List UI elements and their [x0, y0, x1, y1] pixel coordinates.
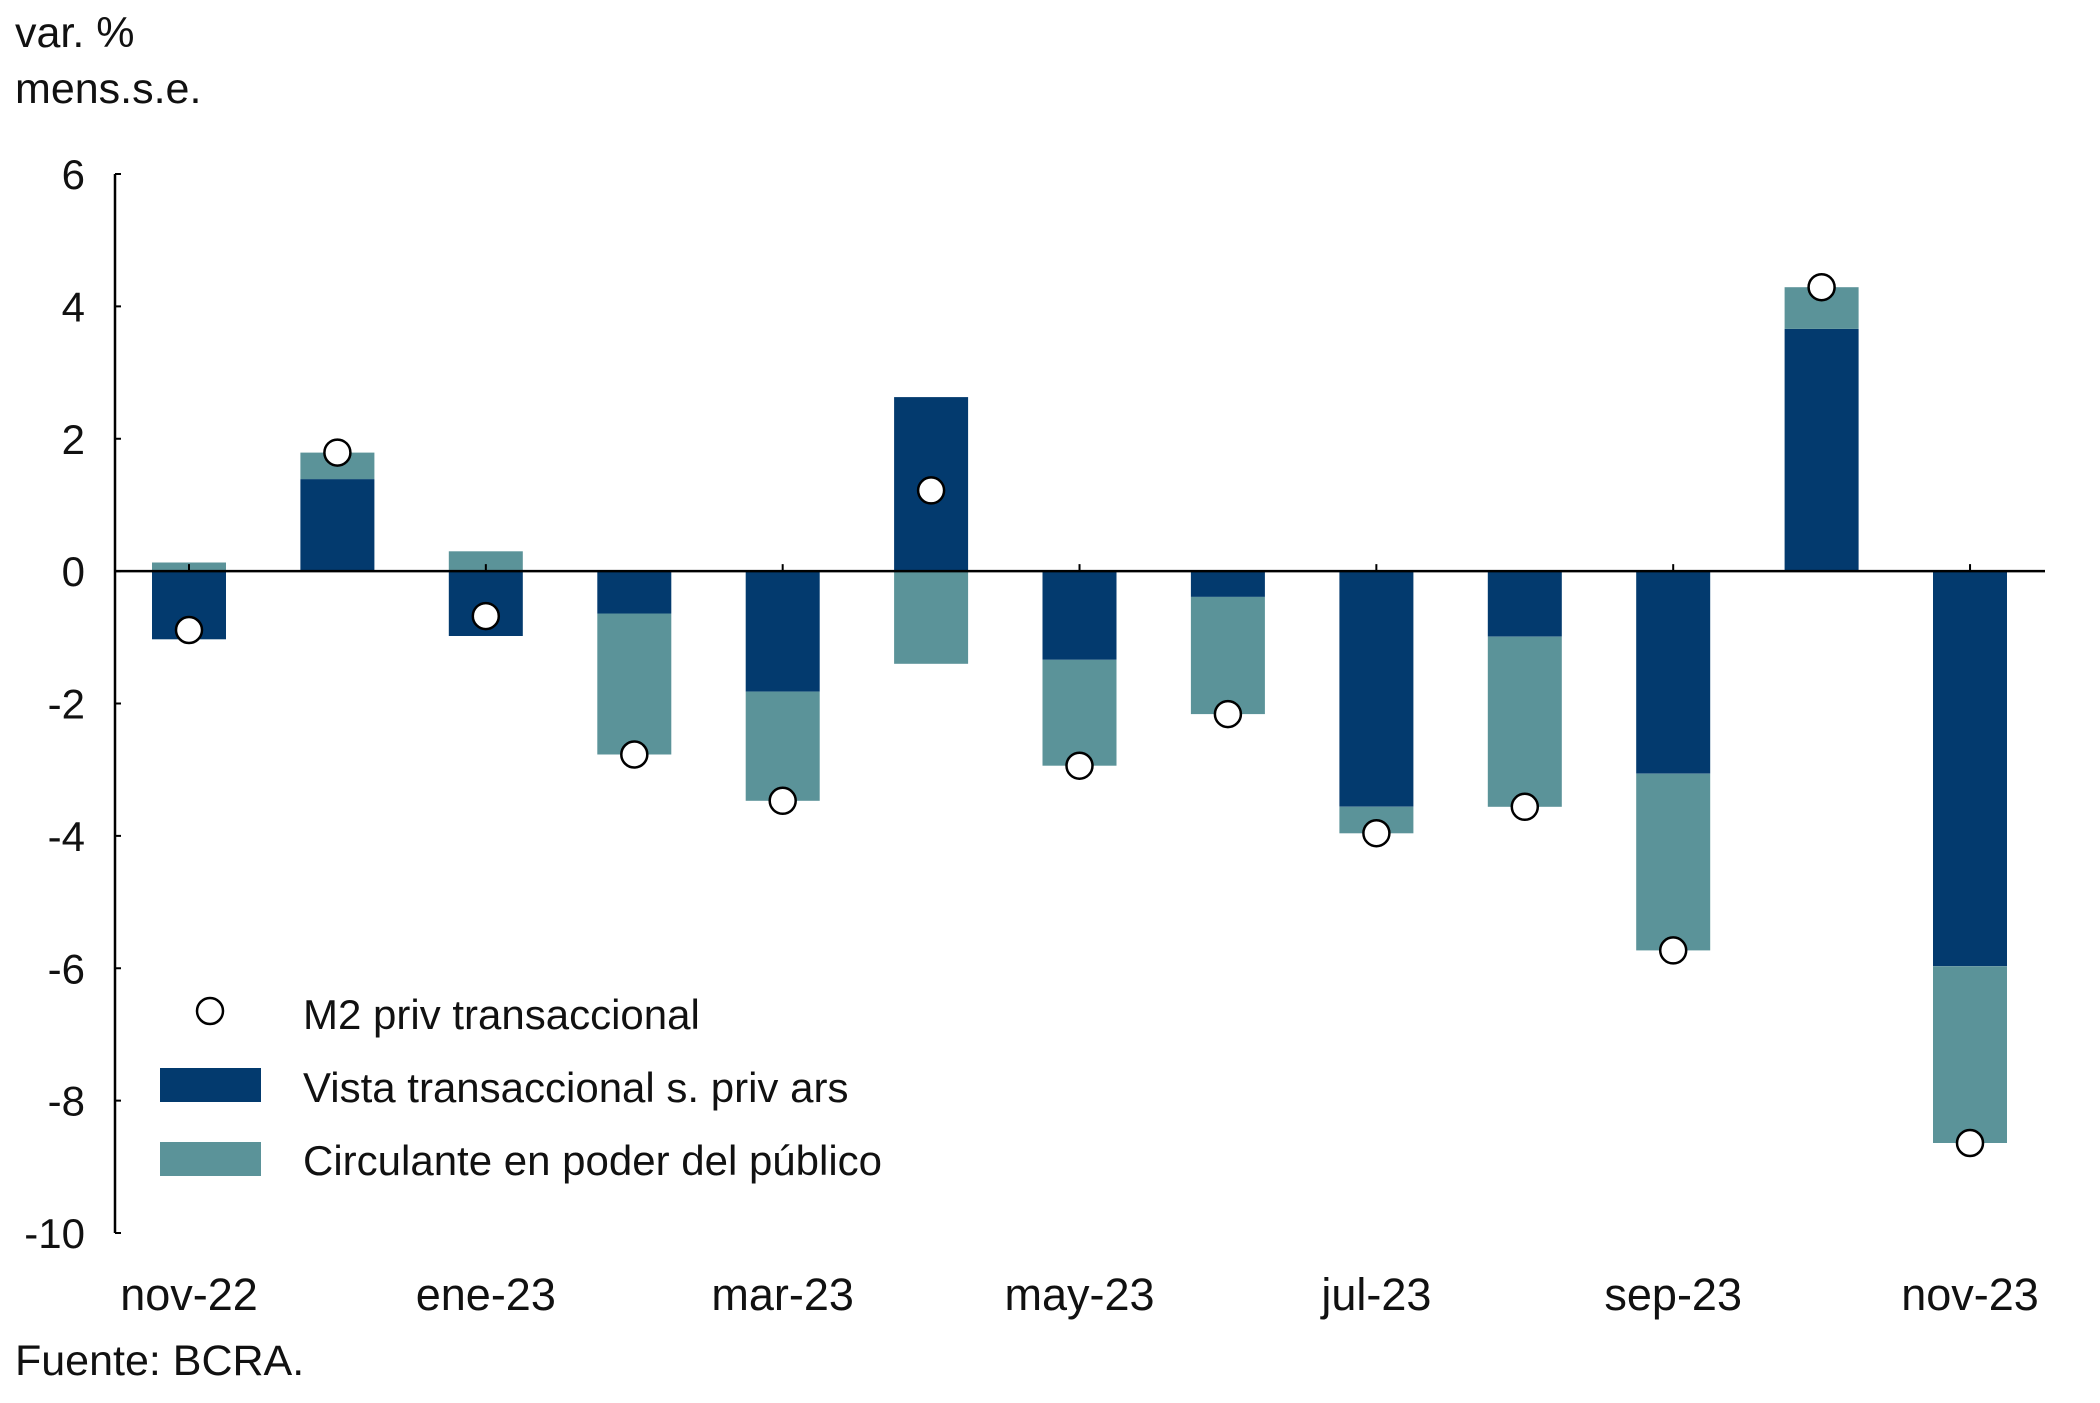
bar-segment-vista	[1190, 571, 1265, 597]
bar-segment-circulante	[745, 691, 820, 801]
y-tick-label: 0	[62, 548, 85, 595]
markers-layer	[174, 272, 1985, 1158]
marker-m2	[1065, 751, 1094, 780]
x-tick-label: nov-22	[120, 1269, 258, 1320]
y-axis-unit-line-2: mens.s.e.	[15, 65, 202, 113]
legend-marker-circle-icon	[195, 996, 225, 1026]
bar-segment-vista	[597, 571, 672, 614]
x-tick-label: ene-23	[416, 1269, 556, 1320]
legend-swatch-vista-icon	[160, 1068, 261, 1102]
bar-segment-vista	[1487, 571, 1562, 637]
bar-segment-circulante	[1933, 966, 2007, 1143]
marker-m2	[620, 740, 649, 769]
bar-segment-vista	[1042, 571, 1117, 660]
bars-layer	[152, 287, 2007, 1143]
y-tick-label: -8	[48, 1078, 85, 1125]
marker-m2	[1955, 1128, 1985, 1158]
bar-segment-vista	[745, 571, 820, 692]
marker-m2	[471, 601, 501, 631]
marker-m2	[916, 476, 946, 505]
bar-segment-vista	[1933, 571, 2007, 967]
bar-segment-vista	[300, 479, 375, 572]
legend-label-circulante: Circulante en poder del público	[303, 1137, 882, 1184]
bar-segment-circulante	[597, 613, 672, 755]
legend-label-m2: M2 priv transaccional	[303, 991, 700, 1038]
bar-segment-vista	[1784, 328, 1859, 572]
bar-segment-vista	[1339, 571, 1414, 807]
marker-m2	[1362, 818, 1391, 848]
y-tick-label: -10	[24, 1210, 85, 1257]
axes-layer: 6 4 2 0 -2 -4 -6 -8 -10 nov-22 ene-23 mar-23 may-23 j…	[24, 151, 2045, 1320]
x-tick-label: may-23	[1004, 1269, 1154, 1320]
marker-m2	[174, 615, 204, 645]
marker-m2	[1807, 272, 1836, 302]
marker-m2	[768, 786, 797, 816]
legend-swatch-circulante-icon	[160, 1142, 261, 1176]
y-tick-label: 6	[62, 151, 85, 198]
y-tick-label: -6	[48, 945, 85, 992]
x-tick-label: mar-23	[711, 1269, 854, 1320]
y-tick-label: -2	[48, 681, 85, 728]
x-tick-label: sep-23	[1604, 1269, 1742, 1320]
bar-segment-circulante	[1042, 659, 1117, 766]
source-note: Fuente: BCRA.	[15, 1337, 305, 1385]
x-tick-label: jul-23	[1319, 1269, 1431, 1320]
y-tick-label: -4	[48, 813, 85, 860]
y-tick-label: 4	[62, 283, 85, 330]
y-tick-label: 2	[62, 416, 85, 463]
bar-segment-circulante	[894, 571, 969, 664]
y-axis-unit-line-1: var. %	[15, 9, 135, 57]
bar-segment-circulante	[1487, 636, 1562, 807]
legend-label-vista: Vista transaccional s. priv ars	[303, 1064, 848, 1111]
marker-m2	[323, 438, 352, 467]
marker-m2	[1510, 792, 1540, 822]
bar-segment-circulante	[1190, 596, 1265, 715]
marker-m2	[1213, 699, 1243, 729]
x-tick-label: nov-23	[1901, 1269, 2039, 1320]
bar-segment-circulante	[1636, 773, 1711, 951]
bar-segment-vista	[1636, 571, 1711, 774]
legend: M2 priv transaccional Vista transacciona…	[160, 991, 882, 1184]
marker-m2	[1658, 936, 1688, 965]
bar-segment-circulante	[448, 551, 523, 572]
